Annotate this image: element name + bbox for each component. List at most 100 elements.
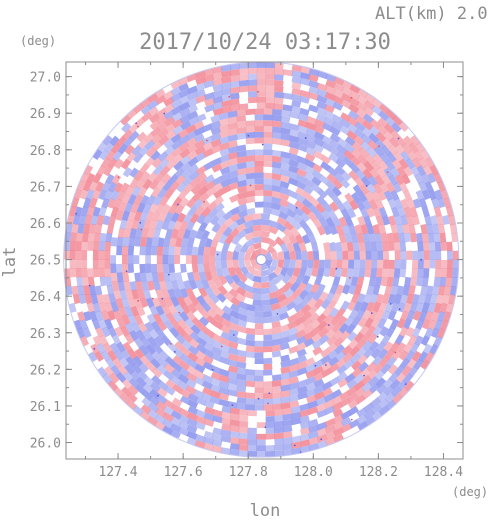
radar-cell xyxy=(139,236,148,247)
radar-cell xyxy=(253,247,262,256)
radar-cell xyxy=(220,435,231,443)
radar-cell xyxy=(418,157,429,169)
radar-cell xyxy=(137,369,148,381)
radar-speckle xyxy=(140,228,143,231)
radar-cell xyxy=(335,307,346,319)
radar-cell xyxy=(100,157,111,169)
radar-cell xyxy=(229,442,240,451)
radar-cell xyxy=(245,380,255,388)
radar-cell xyxy=(137,321,148,333)
radar-cell xyxy=(104,301,113,313)
radar-cell xyxy=(203,348,214,359)
radar-cell xyxy=(267,244,277,254)
radar-cell xyxy=(387,215,397,226)
radar-cell xyxy=(370,404,382,415)
radar-cell xyxy=(158,373,169,384)
radar-cell xyxy=(178,82,190,92)
radar-speckle xyxy=(206,139,208,142)
radar-cell xyxy=(299,89,311,98)
radar-cell xyxy=(173,160,184,172)
radar-speckle xyxy=(314,364,317,367)
radar-cell xyxy=(76,310,86,322)
radar-cell xyxy=(130,202,140,213)
radar-cell xyxy=(127,263,135,274)
radar-cell xyxy=(219,124,230,133)
radar-cell xyxy=(387,198,397,209)
radar-cell xyxy=(321,368,332,378)
radar-cell xyxy=(164,116,176,127)
radar-cell xyxy=(85,319,95,330)
radar-cell xyxy=(332,414,344,424)
radar-cell xyxy=(245,333,256,341)
radar-cell xyxy=(219,356,230,365)
radar-cell xyxy=(213,313,225,324)
radar-cell xyxy=(263,398,273,405)
radar-cell xyxy=(435,259,442,269)
radar-cell xyxy=(237,313,248,322)
radar-speckle xyxy=(378,145,381,148)
radar-cell xyxy=(97,141,108,153)
radar-cell xyxy=(305,128,317,137)
radar-cell xyxy=(313,143,325,154)
radar-cell xyxy=(271,173,282,181)
radar-cell xyxy=(261,275,271,283)
radar-cell xyxy=(221,197,232,208)
radar-cell xyxy=(123,227,132,239)
radar-cell xyxy=(245,309,256,318)
radar-cell xyxy=(148,402,159,413)
radar-cell xyxy=(313,378,325,388)
radar-cell xyxy=(378,103,390,114)
radar-cell xyxy=(111,227,120,238)
radar-cell xyxy=(72,293,81,305)
radar-cell xyxy=(409,342,420,354)
radar-cell xyxy=(317,188,328,199)
radar-cell xyxy=(339,118,351,129)
radar-cell xyxy=(103,365,114,377)
radar-cell xyxy=(150,150,162,161)
radar-cell xyxy=(178,427,190,437)
radar-cell xyxy=(99,276,107,287)
radar-cell xyxy=(247,445,257,452)
radar-cell xyxy=(256,428,266,434)
radar-cell xyxy=(324,250,331,260)
radar-cell xyxy=(348,406,359,416)
radar-cell xyxy=(389,137,400,148)
radar-cell xyxy=(384,302,394,313)
radar-cell xyxy=(271,149,282,157)
radar-cell xyxy=(383,167,394,179)
radar-cell xyxy=(196,213,206,225)
radar-cell xyxy=(227,395,238,403)
radar-cell xyxy=(271,338,282,347)
radar-cell xyxy=(326,173,338,184)
radar-cell xyxy=(397,206,406,218)
radar-cell xyxy=(186,424,198,434)
radar-cell xyxy=(340,99,352,109)
radar-cell xyxy=(363,347,374,359)
radar-cell xyxy=(385,399,397,411)
radar-cell xyxy=(299,409,310,418)
radar-cell xyxy=(95,326,105,338)
radar-cell xyxy=(228,169,239,179)
radar-cell xyxy=(265,433,275,440)
radar-cell xyxy=(363,215,372,227)
radar-cell xyxy=(133,110,145,121)
radar-cell xyxy=(310,283,320,294)
radar-cell xyxy=(203,80,215,89)
radar-cell xyxy=(186,430,198,440)
radar-cell xyxy=(356,276,365,287)
radar-cell xyxy=(133,337,144,349)
radar-cell xyxy=(110,318,120,330)
radar-cell xyxy=(418,198,428,209)
radar-cell xyxy=(325,85,336,95)
radar-cell xyxy=(169,429,181,439)
radar-cell xyxy=(369,340,380,352)
radar-cell xyxy=(283,220,295,231)
radar-cell xyxy=(220,411,232,420)
radar-cell xyxy=(187,150,198,161)
radar-cell xyxy=(428,189,437,201)
radar-cell xyxy=(372,325,383,337)
radar-cell xyxy=(344,232,353,244)
radar-cell xyxy=(393,198,403,209)
radar-cell xyxy=(303,337,315,348)
radar-cell xyxy=(254,207,264,214)
